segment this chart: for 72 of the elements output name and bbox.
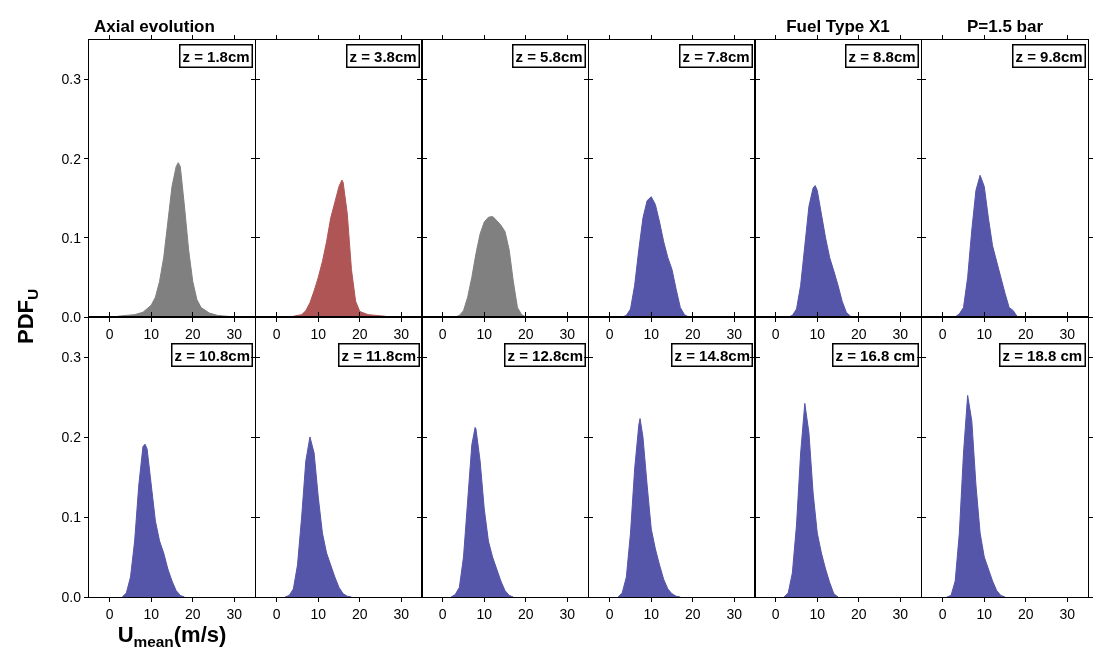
x-tick-label: 10: [976, 326, 993, 342]
x-tick-label: 0: [438, 326, 447, 342]
x-tick-label: 0: [272, 606, 281, 622]
x-tick-label: 30: [226, 326, 243, 342]
annotation: z = 18.8 cm: [1002, 346, 1083, 364]
x-tick-label: 0: [605, 606, 614, 622]
x-tick-label: 0: [771, 326, 780, 342]
x-tick-label: 30: [559, 326, 576, 342]
x-tick-label: 20: [1017, 326, 1034, 342]
x-tick-label: 0: [105, 326, 114, 342]
x-tick-label: 20: [184, 326, 201, 342]
y-tick-label: 0.0: [61, 308, 82, 325]
x-tick-label: 30: [726, 326, 743, 342]
annotation: z = 12.8cm: [507, 346, 583, 364]
x-tick-label: 20: [184, 606, 201, 622]
x-tick-label: 10: [643, 606, 660, 622]
y-tick-label: 0.0: [61, 588, 82, 605]
x-tick-label: 10: [476, 606, 493, 622]
annotation: z = 3.8cm: [349, 47, 417, 65]
annotation: z = 7.8cm: [682, 47, 750, 65]
annotation: z = 11.8cm: [341, 346, 417, 364]
chart-title: Fuel Type X1: [786, 17, 890, 36]
x-tick-label: 10: [143, 606, 160, 622]
x-tick-label: 10: [976, 606, 993, 622]
x-tick-label: 30: [1059, 326, 1076, 342]
y-tick-label: 0.2: [61, 428, 82, 445]
x-tick-label: 30: [892, 606, 909, 622]
annotation: z = 16.8 cm: [835, 346, 916, 364]
x-tick-label: 0: [438, 606, 447, 622]
x-tick-label: 0: [105, 606, 114, 622]
x-tick-label: 10: [310, 606, 327, 622]
x-tick-label: 30: [892, 326, 909, 342]
x-tick-label: 20: [517, 606, 534, 622]
x-tick-label: 20: [517, 326, 534, 342]
x-tick-label: 30: [726, 606, 743, 622]
annotation: z = 9.8cm: [1015, 47, 1083, 65]
annotation: z = 14.8cm: [674, 346, 750, 364]
x-tick-label: 10: [143, 326, 160, 342]
x-tick-label: 30: [559, 606, 576, 622]
x-tick-label: 0: [771, 606, 780, 622]
x-tick-label: 20: [1017, 606, 1034, 622]
x-tick-label: 0: [938, 326, 947, 342]
chart-title: P=1.5 bar: [966, 17, 1044, 36]
x-tick-label: 20: [684, 606, 701, 622]
x-tick-label: 0: [272, 326, 281, 342]
x-axis-title: U$_{mean}$(m/s): [117, 622, 227, 650]
x-tick-label: 30: [1059, 606, 1076, 622]
x-tick-label: 10: [310, 326, 327, 342]
annotation: z = 10.8cm: [174, 346, 250, 364]
y-tick-label: 0.2: [61, 150, 82, 167]
x-tick-label: 10: [643, 326, 660, 342]
y-tick-label: 0.1: [61, 229, 82, 246]
x-tick-label: 30: [393, 606, 410, 622]
y-tick-label: 0.3: [61, 348, 82, 365]
x-tick-label: 0: [605, 326, 614, 342]
x-tick-label: 20: [850, 606, 867, 622]
x-tick-label: 10: [476, 326, 493, 342]
x-tick-label: 0: [938, 606, 947, 622]
chart-title: Axial evolution: [93, 17, 215, 36]
annotation: z = 5.8cm: [515, 47, 583, 65]
y-tick-label: 0.3: [61, 71, 82, 88]
x-tick-label: 30: [393, 326, 410, 342]
x-tick-label: 10: [809, 606, 826, 622]
x-tick-label: 30: [226, 606, 243, 622]
x-tick-label: 20: [351, 326, 368, 342]
annotation: z = 8.8cm: [848, 47, 916, 65]
x-tick-label: 20: [684, 326, 701, 342]
x-tick-label: 20: [351, 606, 368, 622]
y-tick-label: 0.1: [61, 508, 82, 525]
x-tick-label: 10: [809, 326, 826, 342]
annotation: z = 1.8cm: [182, 47, 250, 65]
x-tick-label: 20: [850, 326, 867, 342]
